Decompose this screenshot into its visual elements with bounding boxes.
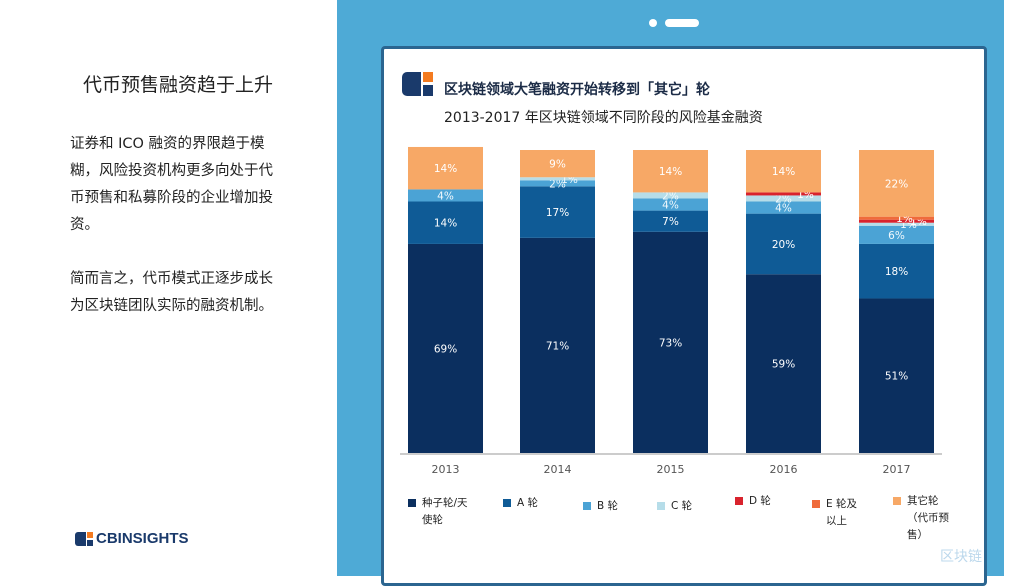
bar-label-2015-0: 73% bbox=[659, 337, 682, 349]
cbinsights-logo-text: CBINSIGHTS bbox=[96, 530, 189, 547]
legend-item-1: A 轮 bbox=[503, 495, 543, 512]
x-tick-label-2014: 2014 bbox=[544, 463, 572, 476]
bar-segment-2017-0 bbox=[859, 298, 934, 453]
legend-label-0: 种子轮/天使轮 bbox=[422, 497, 468, 526]
bar-segment-2013-0 bbox=[408, 243, 483, 453]
stacked-bar-chart: 69%14%4%14%201371%17%2%1%9%201473%7%4%2%… bbox=[400, 146, 942, 476]
bar-segment-2016-2 bbox=[746, 201, 821, 214]
bar-label-2013-1: 14% bbox=[434, 218, 457, 230]
bar-segment-2017-5 bbox=[859, 216, 934, 220]
bar-segment-2016-0 bbox=[746, 274, 821, 453]
bar-segment-2015-0 bbox=[633, 231, 708, 453]
legend-item-4: D 轮 bbox=[735, 493, 775, 510]
legend-label-6: 其它轮（代币预售） bbox=[907, 495, 949, 541]
watermark: 区块链 bbox=[940, 549, 982, 565]
bar-label-2013-6: 14% bbox=[434, 163, 457, 175]
bar-label-2015-1: 7% bbox=[662, 216, 679, 228]
bar-label-2016-2: 4% bbox=[775, 203, 792, 215]
bar-segment-2017-6 bbox=[859, 150, 934, 217]
x-tick-label-2013: 2013 bbox=[432, 463, 460, 476]
x-tick-label-2017: 2017 bbox=[883, 463, 911, 476]
legend-label-2: B 轮 bbox=[597, 500, 619, 512]
bar-label-2016-6: 14% bbox=[772, 166, 795, 178]
legend-swatch-5 bbox=[812, 500, 820, 508]
bar-segment-2014-2 bbox=[520, 180, 595, 187]
legend-label-1: A 轮 bbox=[517, 497, 539, 509]
legend-label-5: E 轮及以上 bbox=[826, 498, 857, 527]
bar-label-2013-2: 4% bbox=[437, 190, 454, 202]
legend-swatch-0 bbox=[408, 499, 416, 507]
legend-item-5: E 轮及以上 bbox=[812, 496, 866, 530]
chart-title: 区块链领域大笔融资开始转移到「其它」轮 bbox=[444, 82, 710, 98]
slide-title: 代币预售融资趋于上升 bbox=[83, 74, 274, 96]
bar-segment-2017-3 bbox=[859, 222, 934, 226]
tablet-speaker-icon bbox=[665, 19, 699, 27]
bar-label-2015-2: 4% bbox=[662, 200, 679, 212]
legend-swatch-1 bbox=[503, 499, 511, 507]
bar-segment-2017-1 bbox=[859, 243, 934, 299]
bar-segment-2015-1 bbox=[633, 210, 708, 232]
bar-segment-2013-6 bbox=[408, 146, 483, 190]
bar-segment-2016-6 bbox=[746, 150, 821, 193]
legend-label-3: C 轮 bbox=[671, 500, 693, 512]
description-paragraph-1: 证券和 ICO 融资的界限趋于模糊，风险投资机构更多向处于代币预售和私募阶段的企… bbox=[70, 136, 273, 233]
chart-subtitle: 2013-2017 年区块链领域不同阶段的风险基金融资 bbox=[444, 110, 763, 126]
legend-swatch-2 bbox=[583, 502, 591, 510]
legend-swatch-6 bbox=[893, 497, 901, 505]
bar-segment-2013-1 bbox=[408, 201, 483, 244]
legend-item-0: 种子轮/天使轮 bbox=[408, 495, 470, 529]
bar-label-2016-3: 2% bbox=[775, 193, 792, 205]
cbinsights-logo: CBINSIGHTS bbox=[75, 530, 189, 547]
bar-segment-2015-6 bbox=[633, 150, 708, 193]
bar-segment-2014-6 bbox=[520, 150, 595, 178]
bar-label-2017-0: 51% bbox=[885, 371, 908, 383]
legend-item-3: C 轮 bbox=[657, 498, 697, 515]
bar-label-2014-6: 9% bbox=[549, 159, 566, 171]
bar-label-2017-6: 22% bbox=[885, 178, 908, 190]
bar-label-2017-2: 6% bbox=[888, 230, 905, 242]
bar-label-2014-2: 2% bbox=[549, 178, 566, 190]
x-tick-label-2015: 2015 bbox=[657, 463, 685, 476]
bar-segment-2017-2 bbox=[859, 225, 934, 244]
cbinsights-chart-icon bbox=[402, 72, 434, 96]
bar-label-2017-1: 18% bbox=[885, 266, 908, 278]
bar-segment-2013-2 bbox=[408, 189, 483, 202]
bar-segment-2015-3 bbox=[633, 192, 708, 199]
legend-item-2: B 轮 bbox=[583, 498, 623, 515]
legend-label-4: D 轮 bbox=[749, 495, 771, 507]
tablet-camera-icon bbox=[649, 19, 657, 27]
bar-segment-2017-4 bbox=[859, 219, 934, 223]
bar-label-2013-0: 69% bbox=[434, 343, 457, 355]
bar-label-2014-0: 71% bbox=[546, 340, 569, 352]
bar-segment-2016-3 bbox=[746, 195, 821, 202]
legend-swatch-4 bbox=[735, 497, 743, 505]
bar-segment-2014-1 bbox=[520, 186, 595, 238]
x-tick-label-2016: 2016 bbox=[770, 463, 798, 476]
bar-segment-2015-2 bbox=[633, 198, 708, 211]
legend-swatch-3 bbox=[657, 502, 665, 510]
bar-segment-2014-0 bbox=[520, 237, 595, 453]
bar-label-2016-0: 59% bbox=[772, 359, 795, 371]
bar-label-2016-1: 20% bbox=[772, 239, 795, 251]
legend-item-6: 其它轮（代币预售） bbox=[893, 493, 949, 544]
bar-label-2015-6: 14% bbox=[659, 166, 682, 178]
cbinsights-logo-icon bbox=[75, 531, 93, 546]
description-paragraph-2: 简而言之，代币模式正逐步成长为区块链团队实际的融资机制。 bbox=[70, 271, 273, 314]
bar-label-2015-3: 2% bbox=[662, 190, 679, 202]
bar-label-2014-1: 17% bbox=[546, 207, 569, 219]
bar-segment-2016-4 bbox=[746, 192, 821, 196]
bar-segment-2016-1 bbox=[746, 213, 821, 275]
bar-segment-2014-3 bbox=[520, 177, 595, 181]
